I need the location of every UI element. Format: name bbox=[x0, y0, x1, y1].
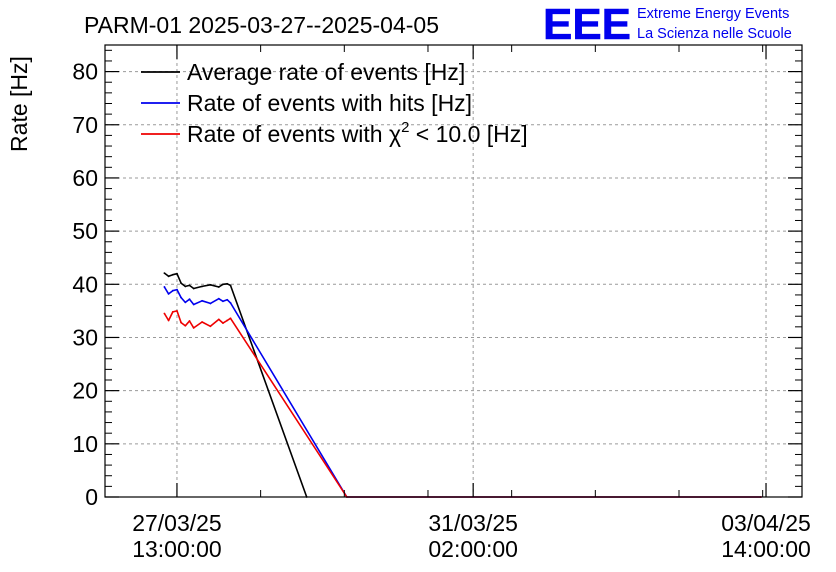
series-2-point bbox=[171, 289, 174, 292]
legend-label-2: Rate of events with hits [Hz] bbox=[187, 90, 472, 116]
logo-line-2: La Scienza nelle Scuole bbox=[637, 26, 792, 42]
y-tick-label: 40 bbox=[72, 271, 98, 297]
series-1-point bbox=[201, 285, 203, 288]
series-1-point bbox=[217, 286, 220, 288]
gridlines bbox=[105, 45, 802, 497]
x-tick-label-time: 02:00:00 bbox=[428, 536, 518, 562]
eee-logo: EEE Extreme Energy Events La Scienza nel… bbox=[543, 0, 792, 49]
series-3-point bbox=[163, 312, 166, 315]
y-tick-label: 70 bbox=[72, 112, 98, 138]
series-group bbox=[163, 272, 762, 498]
legend-label-3: Rate of events with χ2 < 10.0 [Hz] bbox=[187, 119, 528, 147]
plot-frame bbox=[104, 44, 803, 498]
y-axis-label: Rate [Hz] bbox=[6, 56, 32, 152]
legend-label-1: Average rate of events [Hz] bbox=[187, 59, 465, 85]
series-2-point bbox=[180, 296, 183, 299]
series-1-point bbox=[167, 275, 170, 278]
y-tick-label: 60 bbox=[72, 165, 98, 191]
y-tick-label: 0 bbox=[85, 484, 98, 510]
series-3-point bbox=[176, 309, 178, 312]
series-1-point bbox=[192, 287, 195, 290]
x-tick-label-date: 03/04/25 bbox=[721, 510, 811, 536]
series-3-point bbox=[226, 319, 229, 322]
series-3-point bbox=[188, 320, 191, 322]
series-1-point bbox=[188, 284, 191, 287]
eee-logo-mark: EEE bbox=[543, 0, 631, 49]
x-tick-label-time: 13:00:00 bbox=[132, 536, 222, 562]
series-3-point bbox=[201, 321, 203, 323]
series-1-point bbox=[209, 283, 212, 286]
chart-title: PARM-01 2025-03-27--2025-04-05 bbox=[84, 12, 439, 38]
series-line-2 bbox=[163, 286, 761, 498]
x-tick-label-time: 14:00:00 bbox=[721, 536, 811, 562]
series-2-point bbox=[184, 301, 187, 304]
series-3-point bbox=[209, 325, 212, 328]
series-3-point bbox=[184, 324, 187, 327]
series-1-point bbox=[226, 282, 229, 285]
series-2-point bbox=[167, 292, 170, 295]
x-tick-label-date: 27/03/25 bbox=[132, 510, 222, 536]
series-2-point bbox=[217, 297, 220, 300]
y-tick-label: 20 bbox=[72, 378, 98, 404]
series-2-point bbox=[222, 300, 224, 303]
series-line-3 bbox=[163, 310, 761, 498]
series-3-point bbox=[171, 311, 174, 313]
series-1-point bbox=[184, 285, 187, 288]
legend: Average rate of events [Hz] Rate of event… bbox=[141, 59, 528, 147]
series-2-point bbox=[229, 302, 232, 304]
series-2-point bbox=[188, 298, 191, 301]
y-axis: 0 10 20 30 40 50 60 70 80 bbox=[72, 49, 802, 510]
series-3-point bbox=[167, 319, 170, 322]
logo-line-1: Extreme Energy Events bbox=[637, 6, 789, 22]
series-1-point bbox=[222, 283, 224, 286]
series-3-point bbox=[180, 321, 183, 324]
series-3-point bbox=[222, 322, 224, 325]
x-tick-label-date: 31/03/25 bbox=[428, 510, 518, 536]
series-2-point bbox=[163, 286, 166, 288]
series-3-point bbox=[229, 317, 232, 320]
y-tick-label: 80 bbox=[72, 59, 98, 85]
series-2-point bbox=[176, 288, 178, 291]
y-tick-label: 30 bbox=[72, 324, 98, 350]
series-3-point bbox=[217, 318, 220, 321]
series-2-point bbox=[209, 302, 212, 305]
series-3-point bbox=[192, 326, 195, 329]
series-2-point bbox=[201, 299, 203, 302]
y-tick-label: 50 bbox=[72, 218, 98, 244]
y-tick-label: 10 bbox=[72, 431, 98, 457]
series-1-point bbox=[229, 284, 232, 287]
series-1-point bbox=[163, 272, 166, 275]
series-1-point bbox=[171, 273, 174, 276]
series-1-point bbox=[176, 272, 178, 275]
series-1-point bbox=[180, 282, 183, 285]
series-line-1 bbox=[163, 272, 308, 498]
series-2-point bbox=[226, 298, 229, 301]
series-2-point bbox=[192, 303, 195, 306]
